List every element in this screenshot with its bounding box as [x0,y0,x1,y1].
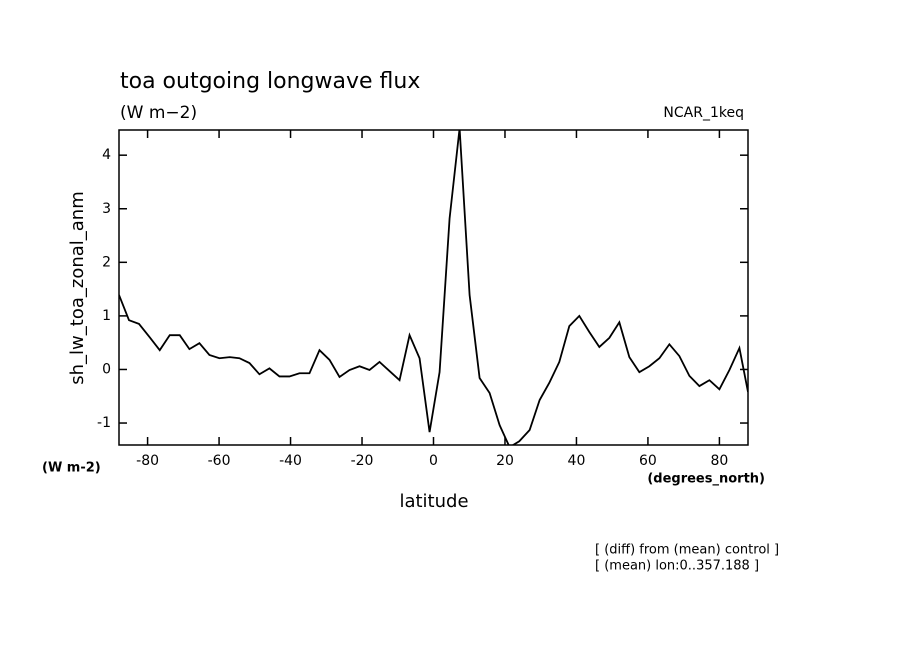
y-tick-label: 2 [102,254,111,270]
y-tick-label: -1 [97,415,111,431]
x-tick-label: 40 [568,453,586,469]
y-axis-label: sh_lw_toa_zonal_anm [67,191,88,384]
x-tick-label: 20 [496,453,514,469]
x-units: (degrees_north) [647,472,765,487]
note: [ (diff) from (mean) control ] [595,543,779,558]
y-tick-label: 3 [102,201,111,217]
x-axis-label: latitude [399,491,468,512]
data-line [119,130,748,445]
plot-frame [118,129,749,446]
y-tick-label: 0 [102,361,111,377]
x-tick-label: -80 [136,453,159,469]
x-tick-label: -60 [208,453,231,469]
x-tick-label: -20 [351,453,374,469]
run-label: NCAR_1keq [663,105,744,121]
x-tick-label: 60 [639,453,657,469]
y-tick-label: 4 [102,147,111,163]
y-tick-label: 1 [102,308,111,324]
x-tick-label: -40 [279,453,302,469]
chart-title: toa outgoing longwave flux [120,69,420,94]
y-units: (W m-2) [42,461,101,476]
x-tick-label: 0 [429,453,438,469]
note: [ (mean) lon:0..357.188 ] [595,559,759,574]
chart-subtitle: (W m−2) [120,103,197,123]
x-tick-label: 80 [710,453,728,469]
